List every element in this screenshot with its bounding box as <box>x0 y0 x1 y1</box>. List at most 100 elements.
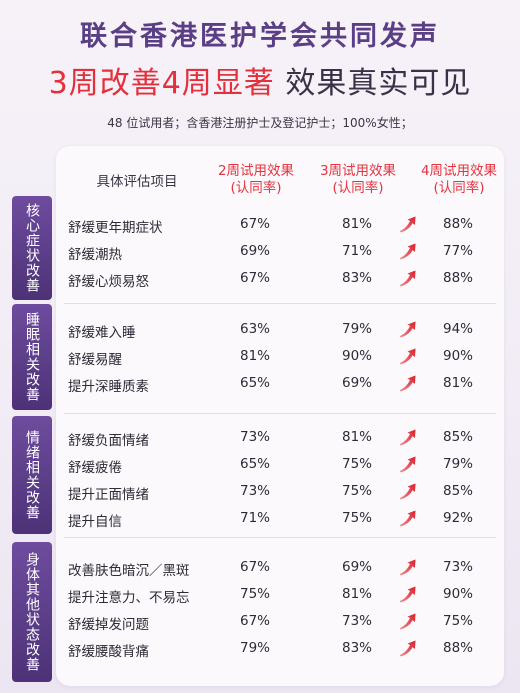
week2-value: 63% <box>239 321 270 337</box>
row-item-name: 舒缓心烦易怒 <box>68 274 149 290</box>
category-text: 情绪相关改善 <box>24 430 40 520</box>
page-title: 联合香港医护学会共同发声 <box>80 21 440 52</box>
red-trend-arrow-icon <box>398 584 418 604</box>
table-row: 舒缓掉发问题 67% 73% 75% <box>0 608 520 636</box>
week3-value: 71% <box>341 243 372 259</box>
table-row: 舒缓潮热 69% 71% 77% <box>0 238 520 266</box>
header-item-column: 具体评估项目 <box>96 174 178 190</box>
week4-value: 90% <box>442 348 473 364</box>
category-label: 身体其他状态改善 <box>12 542 52 682</box>
red-trend-arrow-icon <box>398 268 418 288</box>
table-row: 舒缓难入睡 63% 79% 94% <box>0 316 520 344</box>
table-row: 提升深睡质素 65% 69% 81% <box>0 370 520 398</box>
row-item-name: 改善肤色暗沉／黑斑 <box>68 563 190 579</box>
week2-value: 81% <box>239 348 270 364</box>
headline-dark: 效果真实可见 <box>285 66 472 101</box>
results-table-card <box>56 146 504 686</box>
week4-value: 85% <box>442 483 473 499</box>
week4-value: 90% <box>442 586 473 602</box>
category-text: 身体其他状态改善 <box>24 552 40 672</box>
row-item-name: 舒缓负面情绪 <box>68 433 149 449</box>
week3-value: 75% <box>341 456 372 472</box>
week4-value: 88% <box>442 216 473 232</box>
week4-value: 88% <box>442 270 473 286</box>
row-item-name: 舒缓腰酸背痛 <box>68 644 149 660</box>
red-trend-arrow-icon <box>398 346 418 366</box>
week2-value: 75% <box>239 586 270 602</box>
table-row: 舒缓负面情绪 73% 81% 85% <box>0 424 520 452</box>
week2-value: 73% <box>239 429 270 445</box>
red-trend-arrow-icon <box>398 214 418 234</box>
category-text: 核心症状改善 <box>24 203 40 293</box>
header-week4-sub: (认同率) <box>433 180 485 196</box>
red-trend-arrow-icon <box>398 427 418 447</box>
table-row: 舒缓疲倦 65% 75% 79% <box>0 451 520 479</box>
week3-value: 81% <box>341 586 372 602</box>
red-trend-arrow-icon <box>398 508 418 528</box>
red-trend-arrow-icon <box>398 481 418 501</box>
table-row: 提升注意力、不易忘 75% 81% 90% <box>0 581 520 609</box>
week4-value: 85% <box>442 429 473 445</box>
week4-value: 88% <box>442 640 473 656</box>
week3-value: 83% <box>341 270 372 286</box>
row-item-name: 提升深睡质素 <box>68 379 149 395</box>
week3-value: 75% <box>341 483 372 499</box>
table-row: 舒缓更年期症状 67% 81% 88% <box>0 211 520 239</box>
week3-value: 90% <box>341 348 372 364</box>
week4-value: 75% <box>442 613 473 629</box>
row-item-name: 舒缓易醒 <box>68 352 122 368</box>
week3-value: 69% <box>341 559 372 575</box>
week3-value: 83% <box>341 640 372 656</box>
table-row: 改善肤色暗沉／黑斑 67% 69% 73% <box>0 554 520 582</box>
week2-value: 67% <box>239 613 270 629</box>
week2-value: 67% <box>239 270 270 286</box>
week3-value: 73% <box>341 613 372 629</box>
week4-value: 81% <box>442 375 473 391</box>
red-trend-arrow-icon <box>398 638 418 658</box>
row-item-name: 舒缓掉发问题 <box>68 617 149 633</box>
table-row: 舒缓腰酸背痛 79% 83% 88% <box>0 635 520 663</box>
week2-value: 69% <box>239 243 270 259</box>
week4-value: 79% <box>442 456 473 472</box>
week2-value: 79% <box>239 640 270 656</box>
week3-value: 81% <box>341 429 372 445</box>
week4-value: 92% <box>442 510 473 526</box>
table-row: 舒缓心烦易怒 67% 83% 88% <box>0 265 520 293</box>
week4-value: 94% <box>442 321 473 337</box>
row-item-name: 舒缓更年期症状 <box>68 220 163 236</box>
week3-value: 79% <box>341 321 372 337</box>
headline: 3周改善4周显著 效果真实可见 <box>0 58 520 102</box>
header-week3: 3周试用效果 (认同率) <box>298 163 418 197</box>
row-item-name: 舒缓潮热 <box>68 247 122 263</box>
red-trend-arrow-icon <box>398 241 418 261</box>
table-row: 提升正面情绪 73% 75% 85% <box>0 478 520 506</box>
week3-value: 69% <box>341 375 372 391</box>
header-week3-label: 3周试用效果 <box>319 163 397 179</box>
row-item-name: 提升正面情绪 <box>68 487 149 503</box>
row-item-name: 提升注意力、不易忘 <box>68 590 190 606</box>
row-item-name: 舒缓难入睡 <box>68 325 136 341</box>
header-week2-sub: (认同率) <box>230 180 282 196</box>
category-label: 情绪相关改善 <box>12 416 52 534</box>
headline-red: 3周改善4周显著 <box>48 66 275 101</box>
week2-value: 65% <box>239 375 270 391</box>
header-week2: 2周试用效果 (认同率) <box>196 163 316 197</box>
red-trend-arrow-icon <box>398 319 418 339</box>
week3-value: 75% <box>341 510 372 526</box>
header-week2-label: 2周试用效果 <box>217 163 295 179</box>
week2-value: 73% <box>239 483 270 499</box>
red-trend-arrow-icon <box>398 373 418 393</box>
group-divider <box>64 413 496 414</box>
week4-value: 73% <box>442 559 473 575</box>
red-trend-arrow-icon <box>398 557 418 577</box>
category-text: 睡眠相关改善 <box>24 312 40 402</box>
row-item-name: 舒缓疲倦 <box>68 460 122 476</box>
week2-value: 67% <box>239 216 270 232</box>
table-row: 舒缓易醒 81% 90% 90% <box>0 343 520 371</box>
header-week4: 4周试用效果 (认同率) <box>399 163 519 197</box>
group-divider <box>64 303 496 304</box>
header-week3-sub: (认同率) <box>332 180 384 196</box>
category-label: 核心症状改善 <box>12 196 52 300</box>
week2-value: 71% <box>239 510 270 526</box>
category-label: 睡眠相关改善 <box>12 304 52 410</box>
